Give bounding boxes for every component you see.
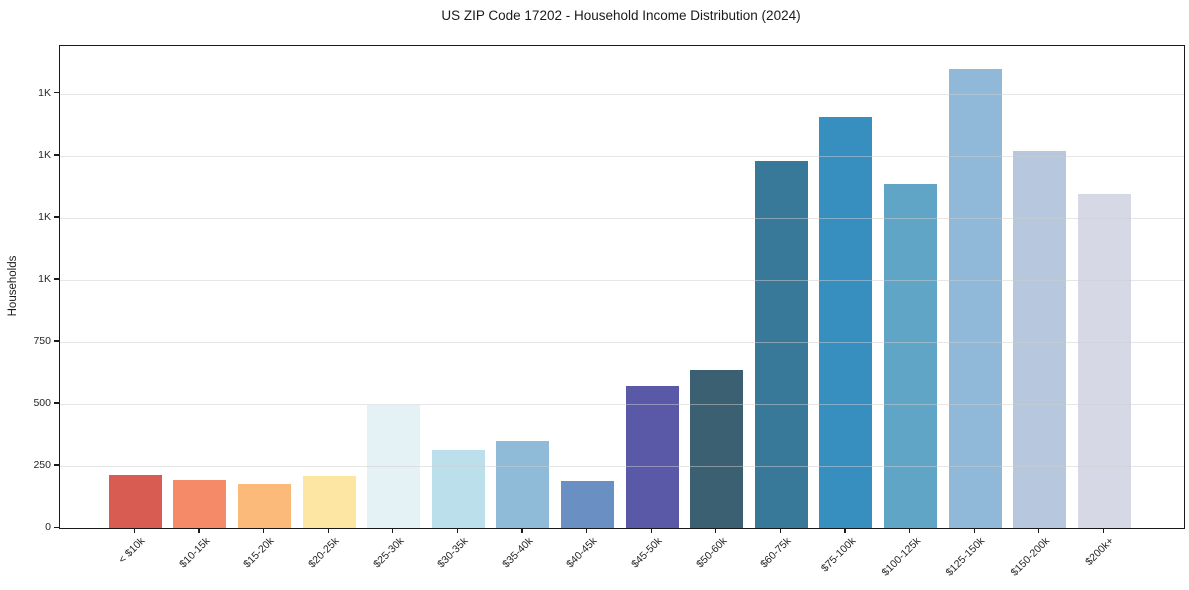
y-tick-mark — [54, 402, 59, 404]
x-tick-mark — [585, 528, 588, 534]
bar-12 — [883, 184, 937, 528]
x-tick-mark — [1038, 528, 1040, 534]
bar-15 — [1077, 193, 1131, 528]
bar-0 — [108, 474, 162, 528]
bar-4 — [367, 405, 421, 528]
x-tick-mark — [198, 528, 200, 534]
y-tick-label: 1K — [38, 210, 51, 223]
y-tick-label: 250 — [33, 458, 51, 471]
y-tick-label: 1K — [38, 148, 51, 161]
bar-11 — [819, 117, 873, 528]
bar-6 — [496, 441, 550, 528]
x-tick-mark — [844, 528, 846, 534]
x-tick-mark — [262, 528, 265, 534]
x-tick-label: $45-50k — [629, 535, 665, 571]
bar-10 — [754, 161, 808, 528]
x-tick-label: $30-35k — [435, 535, 471, 571]
x-tick-label: $125-150k — [943, 535, 988, 579]
y-axis-label: Households — [7, 255, 19, 317]
bar-2 — [237, 483, 291, 528]
y-tick-label: 0 — [45, 521, 51, 533]
x-tick-label: $35-40k — [499, 535, 536, 571]
x-tick-mark — [715, 528, 717, 534]
x-tick-label: $200k+ — [1083, 535, 1117, 569]
chart-title: US ZIP Code 17202 - Household Income Dis… — [441, 8, 801, 23]
y-tick-mark — [54, 154, 59, 156]
x-tick-label: $60-75k — [758, 535, 794, 571]
x-tick-mark — [779, 528, 781, 534]
x-tick-mark — [392, 528, 394, 534]
y-tick-mark — [54, 526, 59, 528]
x-tick-label: $20-25k — [306, 535, 342, 571]
x-tick-mark — [521, 528, 523, 534]
x-tick-label: $150-200k — [1008, 535, 1053, 579]
bar-13 — [948, 69, 1002, 528]
bar-9 — [690, 370, 744, 528]
bars-layer — [60, 46, 1184, 528]
y-tick-mark — [54, 464, 59, 466]
bar-5 — [431, 449, 485, 528]
x-tick-label: $75-100k — [818, 535, 859, 575]
y-tick-label: 500 — [33, 396, 51, 409]
bar-1 — [173, 479, 227, 528]
bar-3 — [302, 475, 356, 528]
x-tick-label: $15-20k — [241, 535, 277, 571]
x-tick-mark — [650, 528, 652, 534]
x-tick-label: $40-45k — [564, 535, 600, 571]
x-tick-label: $10-15k — [176, 535, 213, 571]
y-tick-mark — [54, 92, 59, 94]
x-tick-mark — [327, 528, 329, 534]
x-tick-label: $50-60k — [693, 535, 730, 571]
bar-14 — [1013, 151, 1067, 528]
y-tick-label: 1K — [38, 272, 51, 285]
y-tick-mark — [54, 278, 59, 280]
x-tick-label: $25-30k — [370, 535, 407, 571]
x-tick-label: < $10k — [116, 535, 148, 566]
y-tick-label: 1K — [38, 86, 51, 99]
x-tick-mark — [973, 528, 975, 534]
x-tick-mark — [908, 528, 911, 534]
plot-area — [59, 45, 1185, 529]
bar-7 — [560, 480, 614, 528]
bar-8 — [625, 386, 679, 528]
x-tick-mark — [133, 528, 135, 534]
y-tick-label: 750 — [33, 334, 51, 347]
x-tick-mark — [456, 528, 458, 534]
x-tick-label: $100-125k — [879, 535, 923, 579]
x-tick-mark — [1102, 528, 1104, 534]
y-tick-mark — [54, 216, 59, 218]
y-tick-mark — [54, 340, 59, 342]
